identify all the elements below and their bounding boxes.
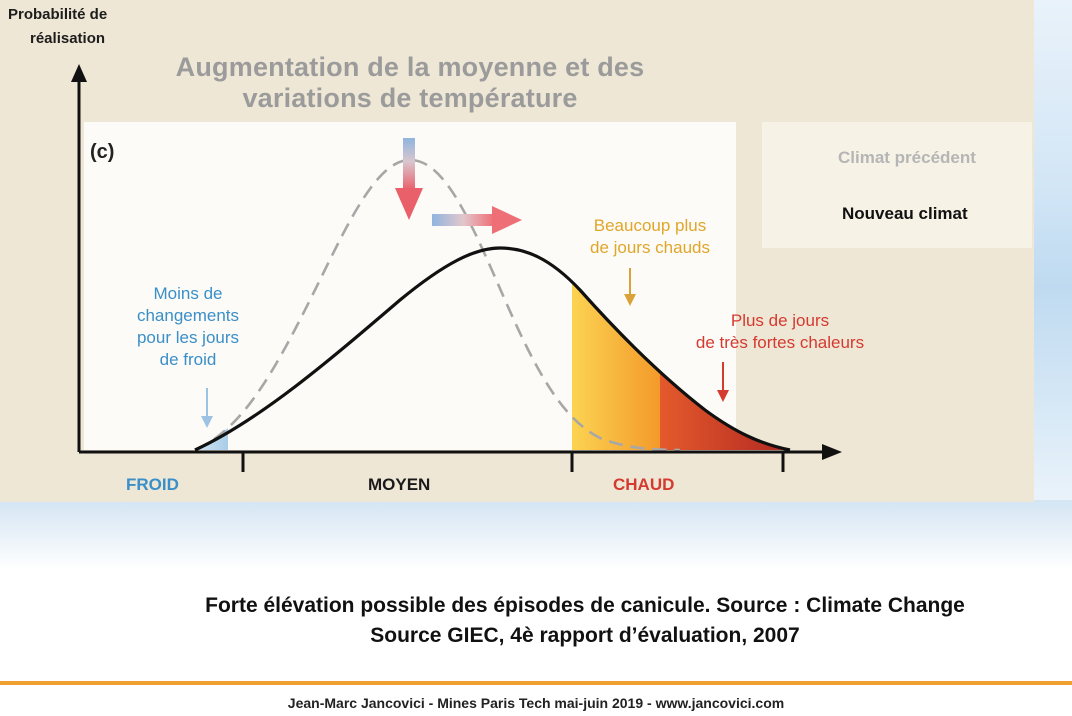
cold-annotation: Moins de changements pour les jours de f… [108, 283, 268, 371]
x-axis-arrowhead [822, 444, 842, 460]
hot-days-area [572, 282, 660, 450]
x-label-mean: MOYEN [368, 475, 431, 494]
slide-caption: Forte élévation possible des épisodes de… [90, 591, 1072, 651]
mean-shift-arrow [432, 206, 522, 234]
decorative-blue-band [0, 500, 1072, 570]
caption-line2: Source GIEC, 4è rapport d’évaluation, 20… [370, 624, 800, 647]
climate-distribution-figure: Probabilité de réalisation Augmentation … [0, 0, 1034, 502]
figure-graphics [71, 64, 842, 472]
y-axis-label-line2: réalisation [30, 30, 106, 47]
new-climate-curve [194, 246, 791, 452]
slide-footer: Jean-Marc Jancovici - Mines Paris Tech m… [287, 695, 785, 711]
cold-annotation-line1: Moins de [153, 284, 223, 303]
extreme-heat-area [660, 372, 785, 450]
hot-annotation: Beaucoup plus de jours chauds [560, 215, 740, 259]
extreme-annotation-arrow [717, 362, 729, 402]
caption-line1: Forte élévation possible des épisodes de… [205, 594, 965, 617]
cold-tail-area [195, 428, 228, 450]
legend: Climat précédent Nouveau climat [762, 122, 1032, 248]
legend-previous-climate: Climat précédent [838, 148, 976, 167]
previous-climate-curve [194, 158, 681, 452]
hot-annotation-line1: Beaucoup plus [593, 216, 707, 235]
hot-annotation-line2: de jours chauds [589, 238, 711, 257]
y-axis-arrowhead [71, 64, 87, 82]
cold-annotation-line2: changements [136, 306, 240, 325]
extreme-annotation-line1: Plus de jours [730, 311, 830, 330]
extreme-annotation: Plus de jours de très fortes chaleurs [660, 310, 900, 354]
legend-new-climate: Nouveau climat [842, 204, 968, 223]
x-label-cold: FROID [126, 475, 179, 494]
figure-title-line1: Augmentation de la moyenne et des [175, 52, 645, 82]
cold-annotation-arrow [201, 388, 213, 428]
cold-annotation-line4: de froid [159, 350, 217, 369]
footer-divider [0, 681, 1072, 685]
x-label-hot: CHAUD [613, 475, 675, 494]
y-axis-label-line1: Probabilité de [8, 6, 108, 23]
extreme-annotation-line2: de très fortes chaleurs [695, 333, 865, 352]
peak-decrease-arrow [395, 138, 423, 220]
cold-annotation-line3: pour les jours [136, 328, 240, 347]
hot-annotation-arrow [624, 268, 636, 306]
decorative-blue-streak [1030, 0, 1072, 520]
panel-label: (c) [90, 141, 115, 163]
figure-title-line2: variations de température [242, 83, 578, 113]
